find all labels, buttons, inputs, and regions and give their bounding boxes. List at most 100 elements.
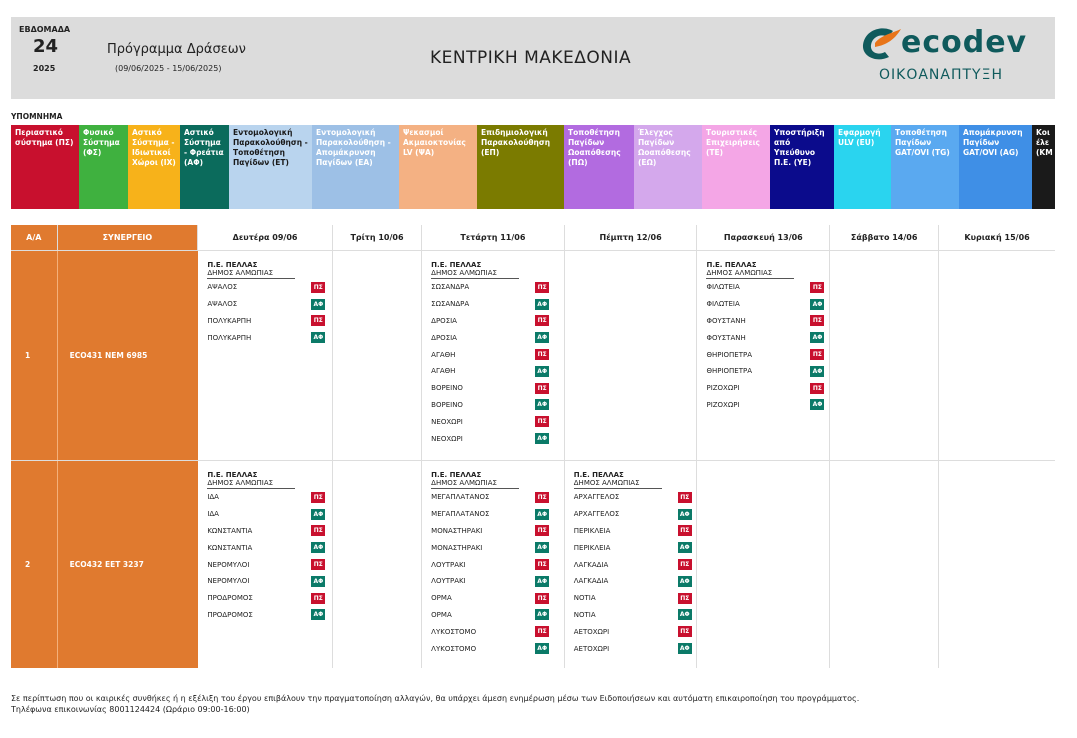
day-cell: Π.Ε. ΠΕΛΛΑΣ ΔΗΜΟΣ ΑΛΜΩΠΙΑΣ ΑΡΧΑΓΓΕΛΟΣ ΠΣ ΑΡΧ… bbox=[565, 461, 698, 668]
location-name: ΚΩΝΣΤΑΝΤΙΑ bbox=[207, 526, 253, 535]
day-cell bbox=[939, 251, 1055, 460]
location-item: ΚΩΝΣΤΑΝΤΙΑ ΠΣ bbox=[207, 523, 326, 540]
location-item: ΠΟΛΥΚΑΡΠΗ ΠΣ bbox=[207, 313, 326, 330]
activity-tag: ΑΦ bbox=[535, 508, 550, 520]
location-item: ΜΕΓΑΠΛΑΤΑΝΟΣ ΑΦ bbox=[431, 506, 550, 523]
location-name: ΑΕΤΟΧΩΡΙ bbox=[573, 627, 610, 636]
location-item: ΟΡΜΑ ΑΦ bbox=[431, 607, 550, 624]
regional-unit: Π.Ε. ΠΕΛΛΑΣ bbox=[431, 471, 482, 479]
location-name: ΝΕΡΟΜΥΛΟΙ bbox=[207, 577, 250, 586]
location-name: ΑΓΑΘΗ bbox=[431, 367, 456, 376]
location-name: ΦΙΛΩΤΕΙΑ bbox=[706, 283, 740, 292]
location-name: ΡΙΖΟΧΩΡΙ bbox=[706, 384, 740, 393]
location-item: ΑΓΑΘΗ ΠΣ bbox=[431, 346, 550, 363]
activity-tag: ΠΣ bbox=[677, 592, 692, 604]
location-name: ΦΟΥΣΤΑΝΗ bbox=[706, 333, 746, 342]
regional-unit: Π.Ε. ΠΕΛΛΑΣ bbox=[573, 471, 624, 479]
activity-tag: ΑΦ bbox=[677, 508, 692, 520]
activity-tag: ΠΣ bbox=[535, 559, 550, 571]
legend-item: Φυσικό Σύστημα (ΦΣ) bbox=[79, 125, 128, 209]
legend-item: Επιδημιολογική Παρακολούθηση (ΕΠ) bbox=[477, 125, 564, 209]
legend-item: Αστικό Σύστημα - Ιδιωτικοί Χώροι (ΙΧ) bbox=[128, 125, 180, 209]
location-name: ΠΕΡΙΚΛΕΙΑ bbox=[573, 543, 611, 552]
location-name: ΠΡΟΔΡΟΜΟΣ bbox=[207, 594, 253, 603]
location-item: ΛΥΚΟΣΤΟΜΟ ΠΣ bbox=[431, 623, 550, 640]
location-name: ΜΟΝΑΣΤΗΡΑΚΙ bbox=[431, 543, 483, 552]
location-name: ΠΟΛΥΚΑΡΠΗ bbox=[207, 333, 252, 342]
activity-tag: ΑΦ bbox=[311, 542, 326, 554]
location-item: ΛΑΓΚΑΔΙΑ ΑΦ bbox=[574, 573, 692, 590]
activity-tag: ΠΣ bbox=[311, 281, 326, 293]
location-name: ΝΕΟΧΩΡΙ bbox=[431, 434, 463, 443]
activity-tag: ΑΦ bbox=[810, 365, 825, 377]
location-item: ΟΡΜΑ ΠΣ bbox=[431, 590, 550, 607]
location-item: ΔΡΟΣΙΑ ΠΣ bbox=[431, 313, 550, 330]
day-cell bbox=[830, 461, 940, 668]
location-name: ΠΟΛΥΚΑΡΠΗ bbox=[207, 316, 252, 325]
location-name: ΦΙΛΩΤΕΙΑ bbox=[706, 300, 740, 309]
location-name: ΛΑΓΚΑΔΙΑ bbox=[573, 577, 609, 586]
legend-item: Αστικό Σύστημα - Φρεάτια (ΑΦ) bbox=[180, 125, 229, 209]
legend-item: Εφαρμογή ULV (EU) bbox=[834, 125, 891, 209]
activity-tag: ΑΦ bbox=[311, 332, 326, 344]
table-row: 2 ECO432 ΕΕΤ 3237 Π.Ε. ΠΕΛΛΑΣ ΔΗΜΟΣ ΑΛΜΩΠΙΑ… bbox=[11, 460, 1055, 668]
activity-tag: ΠΣ bbox=[535, 416, 550, 428]
day-header: Πέμπτη 12/06 bbox=[565, 225, 698, 250]
location-item: ΑΡΧΑΓΓΕΛΟΣ ΠΣ bbox=[574, 489, 692, 506]
regional-unit: Π.Ε. ΠΕΛΛΑΣ bbox=[706, 261, 757, 269]
activity-tag: ΠΣ bbox=[535, 349, 550, 361]
location-name: ΟΡΜΑ bbox=[431, 610, 452, 619]
activity-tag: ΠΣ bbox=[677, 525, 692, 537]
activity-tag: ΑΦ bbox=[311, 508, 326, 520]
location-item: ΑΕΤΟΧΩΡΙ ΠΣ bbox=[574, 623, 692, 640]
activity-tag: ΑΦ bbox=[535, 332, 550, 344]
activity-tag: ΠΣ bbox=[677, 626, 692, 638]
legend-item: Απομάκρυνση Παγίδων GAT/OVI (AG) bbox=[959, 125, 1032, 209]
logo-wordmark: ecodev bbox=[901, 25, 1028, 60]
legend-item: Έλεγχος Παγίδων Ωοαπόθεσης (ΕΩ) bbox=[634, 125, 702, 209]
logo-subtitle: ΟΙΚΟΑΝΑΠΤΥΞΗ bbox=[879, 67, 1003, 83]
region-title: ΚΕΝΤΡΙΚΗ ΜΑΚΕΔΟΝΙΑ bbox=[430, 48, 632, 68]
location-item: ΚΩΝΣΤΑΝΤΙΑ ΑΦ bbox=[207, 539, 326, 556]
location-item: ΠΟΛΥΚΑΡΠΗ ΑΦ bbox=[207, 329, 326, 346]
date-range: (09/06/2025 - 15/06/2025) bbox=[115, 64, 222, 73]
activity-tag: ΠΣ bbox=[311, 315, 326, 327]
activity-tag: ΑΦ bbox=[535, 298, 550, 310]
legend-item: Ψεκασμοί Ακμαιοκτονίας LV (ΨΑ) bbox=[399, 125, 477, 209]
location-name: ΔΡΟΣΙΑ bbox=[431, 333, 457, 342]
week-label: ΕΒΔΟΜΑΔΑ bbox=[19, 25, 71, 34]
location-item: ΦΙΛΩΤΕΙΑ ΠΣ bbox=[706, 279, 825, 296]
location-name: ΛΥΚΟΣΤΟΜΟ bbox=[431, 627, 477, 636]
regional-unit: Π.Ε. ΠΕΛΛΑΣ bbox=[431, 261, 482, 269]
location-item: ΠΡΟΔΡΟΜΟΣ ΠΣ bbox=[207, 590, 326, 607]
activity-tag: ΠΣ bbox=[810, 349, 825, 361]
row-number: 2 bbox=[11, 461, 58, 668]
location-item: ΘΗΡΙΟΠΕΤΡΑ ΑΦ bbox=[706, 363, 825, 380]
location-name: ΣΩΣΑΝΔΡΑ bbox=[431, 283, 470, 292]
activity-tag: ΑΦ bbox=[810, 332, 825, 344]
activity-tag: ΑΦ bbox=[535, 643, 550, 655]
activity-tag: ΠΣ bbox=[535, 592, 550, 604]
activity-tag: ΠΣ bbox=[535, 626, 550, 638]
location-name: ΒΟΡΕΙΝΟ bbox=[431, 384, 463, 393]
location-name: ΑΓΑΘΗ bbox=[431, 350, 456, 359]
location-name: ΒΟΡΕΙΝΟ bbox=[431, 400, 463, 409]
program-title: Πρόγραμμα Δράσεων bbox=[107, 42, 246, 57]
location-item: ΛΥΚΟΣΤΟΜΟ ΑΦ bbox=[431, 640, 550, 657]
location-name: ΙΔΑ bbox=[207, 510, 219, 519]
location-item: ΛΑΓΚΑΔΙΑ ΠΣ bbox=[574, 556, 692, 573]
activity-tag: ΠΣ bbox=[535, 281, 550, 293]
municipality: ΔΗΜΟΣ ΑΛΜΩΠΙΑΣ bbox=[207, 479, 296, 489]
location-name: ΛΥΚΟΣΤΟΜΟ bbox=[431, 644, 477, 653]
location-item: ΠΕΡΙΚΛΕΙΑ ΑΦ bbox=[574, 539, 692, 556]
location-name: ΠΕΡΙΚΛΕΙΑ bbox=[573, 526, 611, 535]
table-header: Α/Α ΣΥΝΕΡΓΕΙΟ Δευτέρα 09/06 Τρίτη 10/06 … bbox=[11, 225, 1055, 250]
footer-line: Σε περίπτωση που οι καιρικές συνθήκες ή … bbox=[11, 694, 860, 703]
crew-name: ECO432 ΕΕΤ 3237 bbox=[57, 461, 199, 668]
location-item: ΦΙΛΩΤΕΙΑ ΑΦ bbox=[706, 296, 825, 313]
location-name: ΛΑΓΚΑΔΙΑ bbox=[573, 560, 609, 569]
activity-tag: ΑΦ bbox=[535, 399, 550, 411]
legend-item: Εντομολογική Παρακολούθηση - Απομάκρυνση… bbox=[312, 125, 399, 209]
location-item: ΦΟΥΣΤΑΝΗ ΠΣ bbox=[706, 313, 825, 330]
location-name: ΚΩΝΣΤΑΝΤΙΑ bbox=[207, 543, 253, 552]
